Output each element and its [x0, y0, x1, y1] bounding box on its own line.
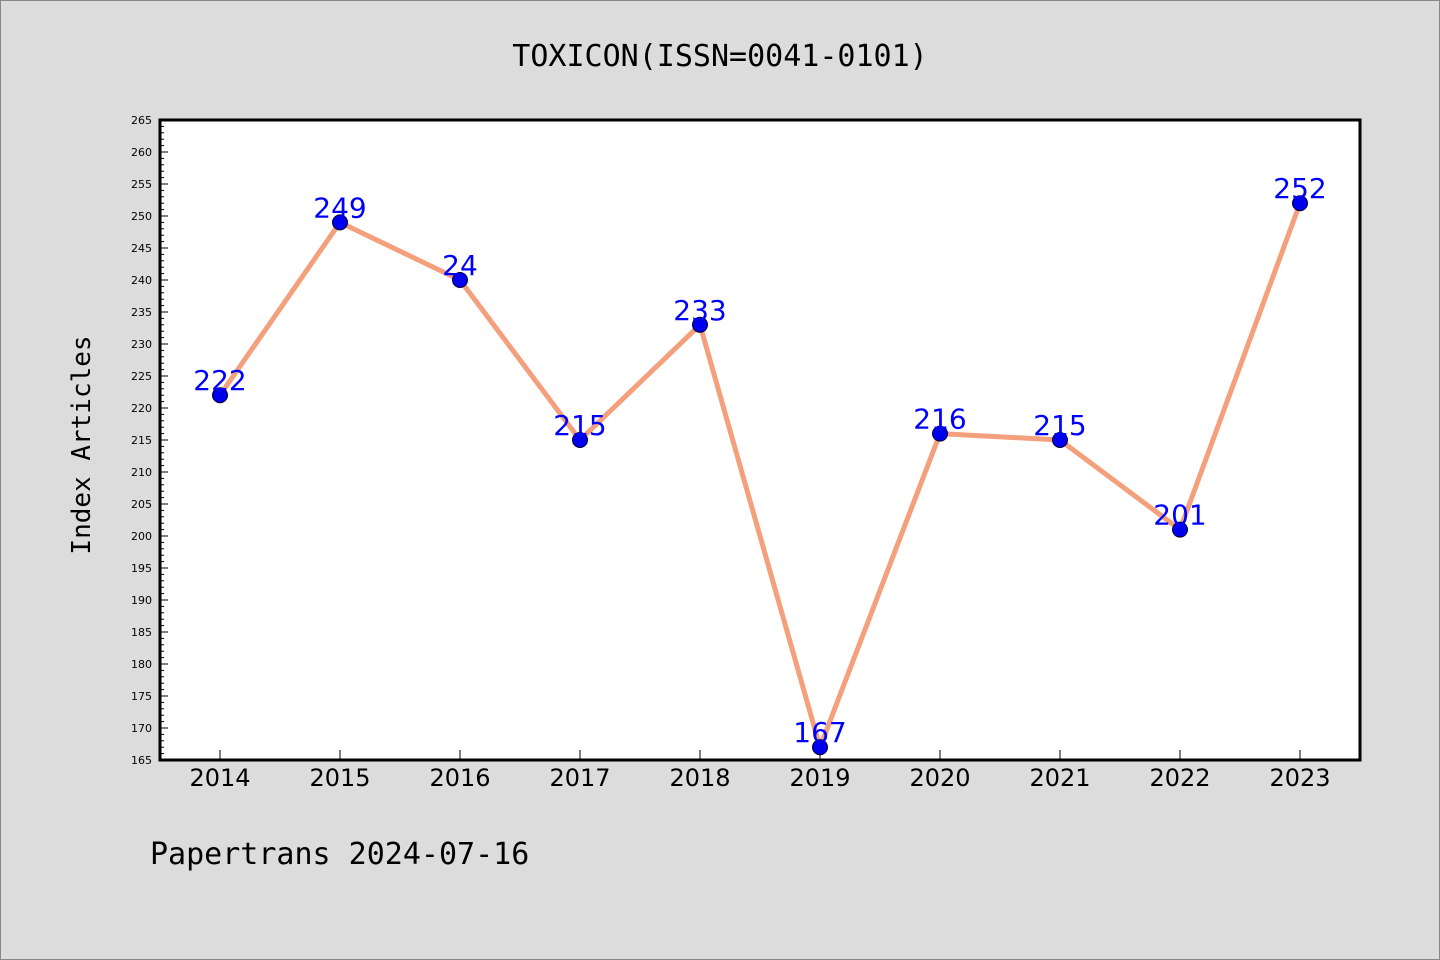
x-tick-label: 2015: [309, 764, 370, 792]
data-point-2014: [212, 387, 228, 404]
data-label-2015: 249: [313, 191, 366, 224]
data-point-2017: [572, 432, 588, 448]
y-tick-label: 175: [131, 690, 152, 703]
data-point-2023: [1292, 195, 1308, 212]
data-label-2022: 201: [1153, 499, 1206, 532]
x-tick-label: 2022: [1149, 764, 1210, 792]
y-tick-label: 210: [131, 466, 152, 479]
y-tick-label: 185: [131, 626, 152, 639]
data-point-2021: [1052, 432, 1068, 448]
data-point-2015: [332, 214, 348, 231]
x-tick-label: 2014: [189, 764, 250, 792]
y-tick-label: 190: [131, 594, 152, 607]
data-label-2023: 252: [1273, 172, 1326, 205]
y-axis-title: Index Articles: [67, 335, 97, 554]
y-tick-label: 165: [131, 754, 152, 767]
x-tick-label: 2018: [669, 764, 730, 792]
data-label-2020: 216: [913, 403, 966, 436]
x-tick-label: 2021: [1029, 764, 1090, 792]
y-tick-label: 230: [131, 338, 152, 351]
data-labels: 222 249 24 215 233 167 216 215 201 252: [193, 172, 1326, 749]
y-tick-label: 255: [131, 178, 152, 191]
data-label-2014: 222: [193, 364, 246, 397]
series-path: [217, 200, 1303, 750]
x-tick-label: 2017: [549, 764, 610, 792]
y-axis: 165 170 175 180 185 190 195 200 205 210 215 220 225 2…: [131, 114, 168, 767]
data-point-2016: [452, 272, 468, 288]
y-tick-label: 240: [131, 274, 152, 287]
y-tick-label: 220: [131, 402, 152, 415]
y-tick-label: 205: [131, 498, 152, 511]
y-tick-label: 215: [131, 434, 152, 447]
data-label-2021: 215: [1033, 409, 1086, 442]
data-point-2018: [692, 316, 708, 333]
y-tick-label: 180: [131, 658, 152, 671]
data-point-2019: [812, 739, 828, 756]
footer-credit: Papertrans 2024-07-16: [150, 837, 529, 872]
x-tick-label: 2023: [1269, 764, 1330, 792]
y-tick-label: 200: [131, 530, 152, 543]
y-tick-label: 195: [131, 562, 152, 575]
data-label-2017: 215: [553, 409, 606, 442]
data-point-2022: [1172, 521, 1188, 538]
data-label-2019: 167: [793, 716, 846, 749]
series-markers: [212, 195, 1308, 756]
x-tick-label: 2016: [429, 764, 490, 792]
y-tick-label: 235: [131, 306, 152, 319]
y-tick-label: 245: [131, 242, 152, 255]
x-tick-label: 2019: [789, 764, 850, 792]
data-label-2016: 24: [442, 249, 478, 282]
y-tick-label: 265: [131, 114, 152, 127]
y-tick-label: 170: [131, 722, 152, 735]
plot-area: [158, 118, 1362, 762]
data-point-2020: [932, 425, 948, 442]
y-tick-label: 250: [131, 210, 152, 223]
chart-title: TOXICON(ISSN=0041-0101): [512, 39, 927, 74]
x-tick-label: 2020: [909, 764, 970, 792]
series-line: [217, 200, 1303, 750]
data-label-2018: 233: [673, 294, 726, 327]
x-axis: 2014 2015 2016 2017 2018 2019 2020 2021 2022 2023: [189, 750, 1331, 792]
y-tick-label: 225: [131, 370, 152, 383]
y-tick-label: 260: [131, 146, 152, 159]
